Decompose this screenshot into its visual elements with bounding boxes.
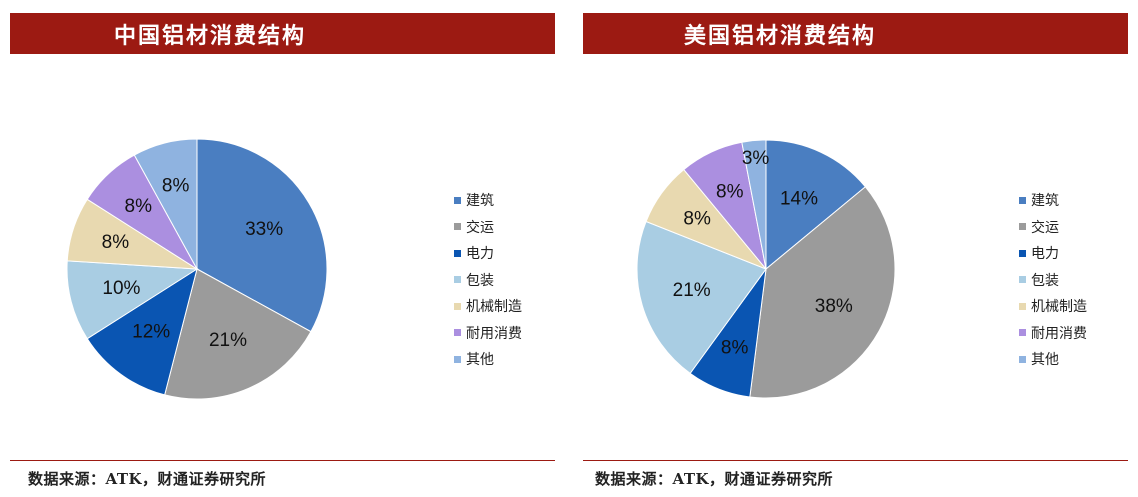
pie-slice-交运 (749, 186, 896, 399)
legend-label: 交运 (1031, 219, 1059, 236)
legend-swatch (1019, 223, 1026, 231)
legend-item: 机械制造 (1019, 293, 1087, 320)
legend-label: 包装 (1031, 272, 1059, 289)
legend-item: 建筑 (454, 187, 522, 214)
footer-divider (583, 460, 1128, 461)
data-label: 8% (102, 232, 130, 253)
data-label: 8% (721, 338, 749, 359)
pie-slice-其他 (741, 139, 767, 270)
legend-swatch (454, 276, 461, 284)
legend-item: 其他 (454, 346, 522, 373)
data-label: 8% (162, 175, 190, 196)
pie-slice-包装 (66, 260, 199, 340)
legend-label: 其他 (1031, 352, 1059, 369)
pie-slice-其他 (133, 138, 198, 270)
data-label: 10% (102, 278, 140, 299)
pie-slice-交运 (164, 268, 312, 400)
legend-label: 建筑 (466, 193, 494, 210)
legend-swatch (1019, 329, 1026, 337)
legend-label: 建筑 (1031, 193, 1059, 210)
legend-swatch (1019, 249, 1026, 257)
pie-slice-建筑 (196, 138, 328, 333)
legend-item: 包装 (1019, 267, 1087, 294)
chart-panel-china: 中国铝材消费结构 33% 21% 12% 10% 8% 8% 8% 建筑 交运 电力 包装 … (10, 0, 555, 497)
legend-swatch (1019, 302, 1026, 310)
pie-slice-电力 (86, 267, 198, 396)
legend-item: 包装 (454, 267, 522, 294)
legend-item: 建筑 (1019, 187, 1087, 214)
source-note: 数据来源：ATK，财通证券研究所 (28, 470, 267, 488)
data-label: 38% (815, 296, 853, 317)
legend-label: 包装 (466, 272, 494, 289)
pie-chart-usa: 14%38%8%21%8%8%3% (636, 139, 896, 399)
legend-item: 交运 (1019, 214, 1087, 241)
legend-item: 耐用消费 (1019, 320, 1087, 347)
legend-swatch (1019, 196, 1026, 204)
legend-swatch (454, 196, 461, 204)
legend-label: 电力 (1031, 246, 1059, 263)
legend-item: 机械制造 (454, 293, 522, 320)
legend-item: 耐用消费 (454, 320, 522, 347)
data-label: 21% (209, 330, 247, 351)
legend-swatch (1019, 276, 1026, 284)
legend-item: 其他 (1019, 346, 1087, 373)
data-label: 8% (125, 196, 153, 217)
data-label: 14% (780, 188, 818, 209)
pie-slice-建筑 (765, 139, 867, 271)
source-note: 数据来源：ATK，财通证券研究所 (595, 470, 834, 488)
pie-chart-china: 33% 21% 12% 10% 8% 8% 8% (66, 138, 328, 400)
legend: 建筑 交运 电力 包装 机械制造 耐用消费 其他 (1019, 187, 1087, 373)
data-label: 33% (245, 219, 283, 240)
legend-swatch (1019, 355, 1026, 363)
data-label: 8% (683, 208, 711, 229)
legend-item: 电力 (454, 240, 522, 267)
legend-label: 机械制造 (466, 299, 522, 316)
legend-swatch (454, 249, 461, 257)
chart-panel-usa: 美国铝材消费结构 14% 38% 8% 21% 8% 8% 3% 建筑 交运 电力 包装 机… (583, 0, 1128, 497)
data-label: 21% (673, 280, 711, 301)
legend: 建筑 交运 电力 包装 机械制造 耐用消费 其他 (454, 187, 522, 373)
legend-swatch (454, 223, 461, 231)
legend-swatch (454, 302, 461, 310)
data-label: 3% (742, 148, 770, 169)
legend-label: 机械制造 (1031, 299, 1087, 316)
legend-label: 耐用消费 (466, 325, 522, 342)
legend-label: 交运 (466, 219, 494, 236)
pie-slice-包装 (636, 220, 767, 375)
legend-label: 电力 (466, 246, 494, 263)
data-label: 8% (716, 181, 744, 202)
footer-divider (10, 460, 555, 461)
legend-swatch (454, 355, 461, 363)
legend-label: 其他 (466, 352, 494, 369)
legend-item: 交运 (454, 214, 522, 241)
chart-title: 美国铝材消费结构 (583, 13, 1128, 54)
chart-title: 中国铝材消费结构 (10, 13, 555, 54)
data-label: 12% (132, 322, 170, 343)
legend-label: 耐用消费 (1031, 325, 1087, 342)
legend-item: 电力 (1019, 240, 1087, 267)
legend-swatch (454, 329, 461, 337)
